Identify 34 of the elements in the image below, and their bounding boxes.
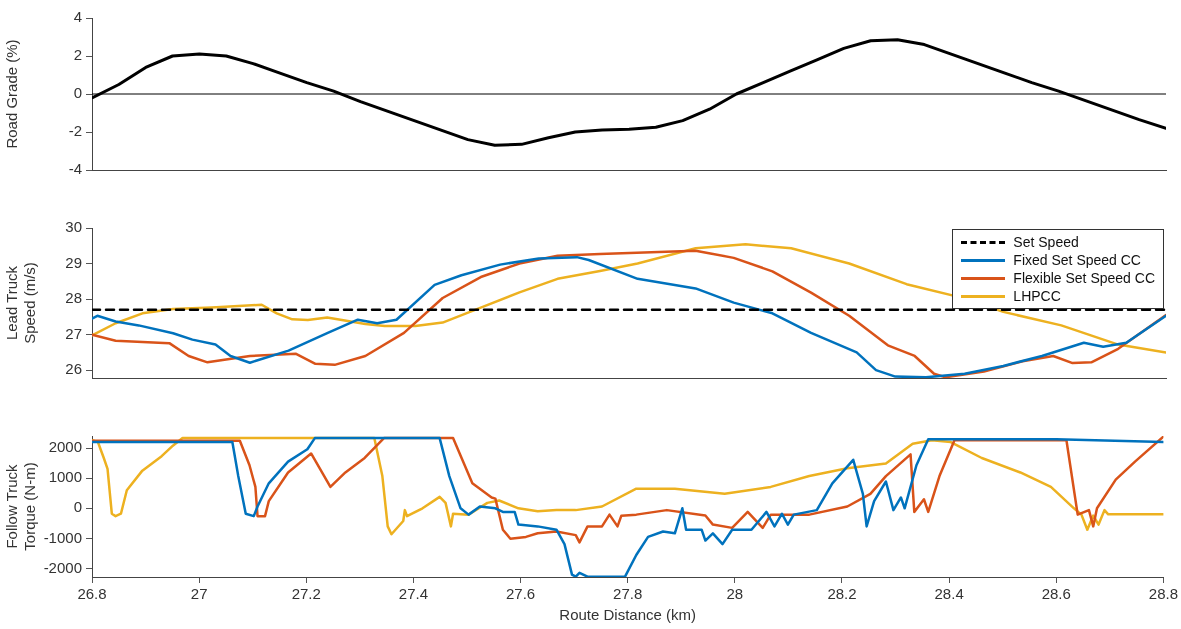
y-tick-label: -2 [68, 122, 82, 140]
y-tick-label: 0 [73, 84, 82, 102]
y-tick-label: 30 [65, 218, 82, 236]
legend-label: Set Speed [1013, 234, 1079, 250]
y-tick-label: 26 [65, 360, 82, 378]
x-tick-label: 28.4 [934, 585, 964, 603]
x-tick-label: 28.8 [1148, 585, 1178, 603]
x-tick-label: 27.2 [291, 585, 321, 603]
x-axis-title: Route Distance (km) [559, 606, 697, 624]
legend-label: Fixed Set Speed CC [1013, 252, 1141, 268]
y-axis-title: Follow Truck Torque (N-m) [3, 462, 39, 551]
x-tick-label: 28.2 [827, 585, 857, 603]
y-axis-title: Road Grade (%) [3, 39, 21, 149]
legend-label: LHPCC [1013, 288, 1061, 304]
y-tick-label: 4 [73, 8, 82, 26]
x-tick-label: 28 [726, 585, 744, 603]
y-tick-label: -2000 [43, 558, 82, 576]
y-tick-label: 0 [73, 498, 82, 516]
x-tick-label: 27.6 [505, 585, 536, 603]
y-tick-label: 2 [73, 46, 82, 64]
y-tick-label: 27 [65, 324, 82, 342]
y-tick-label: 2000 [48, 438, 82, 456]
x-tick-label: 26.8 [77, 585, 107, 603]
y-tick-label: -4 [68, 160, 82, 178]
y-axis-title: Lead Truck Speed (m/s) [3, 262, 39, 344]
y-tick-label: -1000 [43, 528, 82, 546]
x-tick-label: 27.8 [613, 585, 643, 603]
x-tick-label: 28.6 [1041, 585, 1071, 603]
y-tick-label: 29 [65, 253, 82, 271]
y-tick-label: 1000 [48, 468, 82, 486]
x-tick-label: 27.4 [398, 585, 429, 603]
x-tick-label: 27 [190, 585, 208, 603]
y-tick-label: 28 [65, 289, 82, 307]
legend-label: Flexible Set Speed CC [1013, 270, 1155, 286]
